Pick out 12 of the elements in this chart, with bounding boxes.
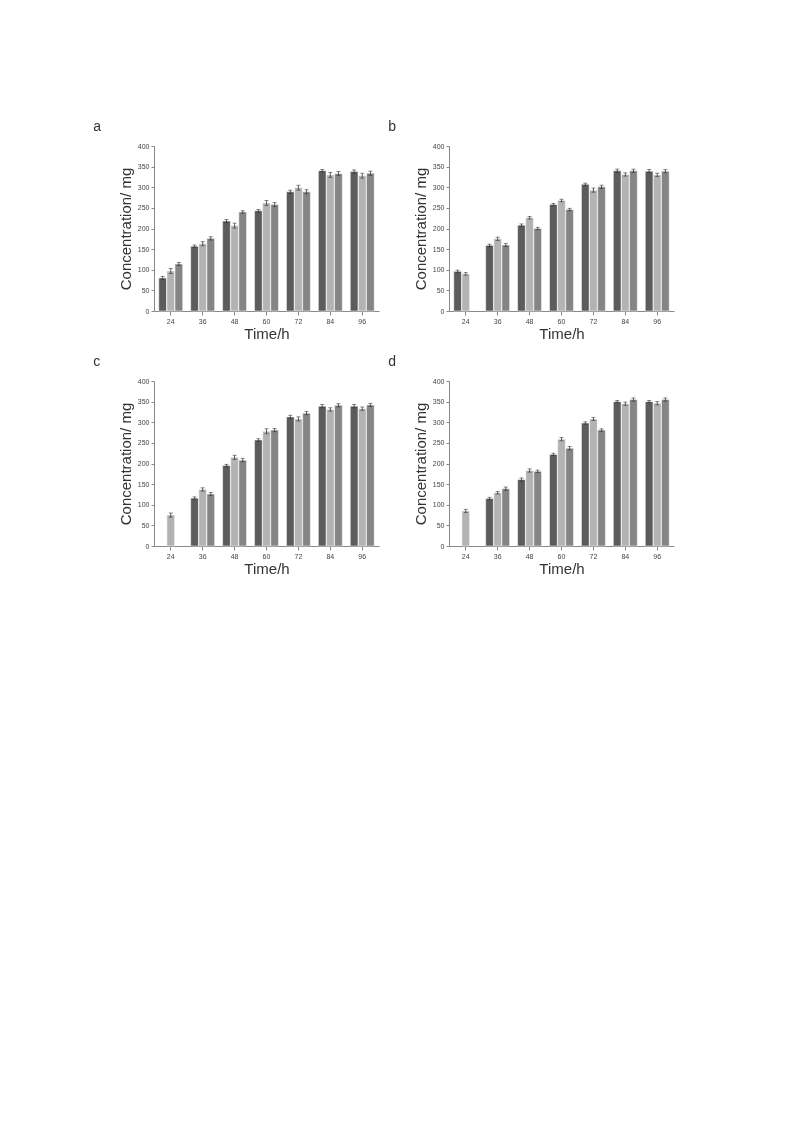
x-axis-title: Time/h: [539, 324, 585, 342]
y-axis-title: Concentration/ mg: [116, 167, 134, 291]
chart-title: b: [388, 118, 397, 134]
chart-title: c: [93, 353, 101, 369]
x-axis-title: Time/h: [244, 559, 290, 577]
y-axis-title: Concentration/ mg: [116, 402, 134, 526]
x-axis-title: Time/h: [539, 559, 585, 577]
y-axis-title: Concentration/ mg: [411, 402, 429, 526]
chart-title: d: [388, 353, 397, 369]
y-axis-title: Concentration/ mg: [411, 167, 429, 291]
x-axis-title: Time/h: [244, 324, 290, 342]
chart-title: a: [93, 118, 102, 134]
